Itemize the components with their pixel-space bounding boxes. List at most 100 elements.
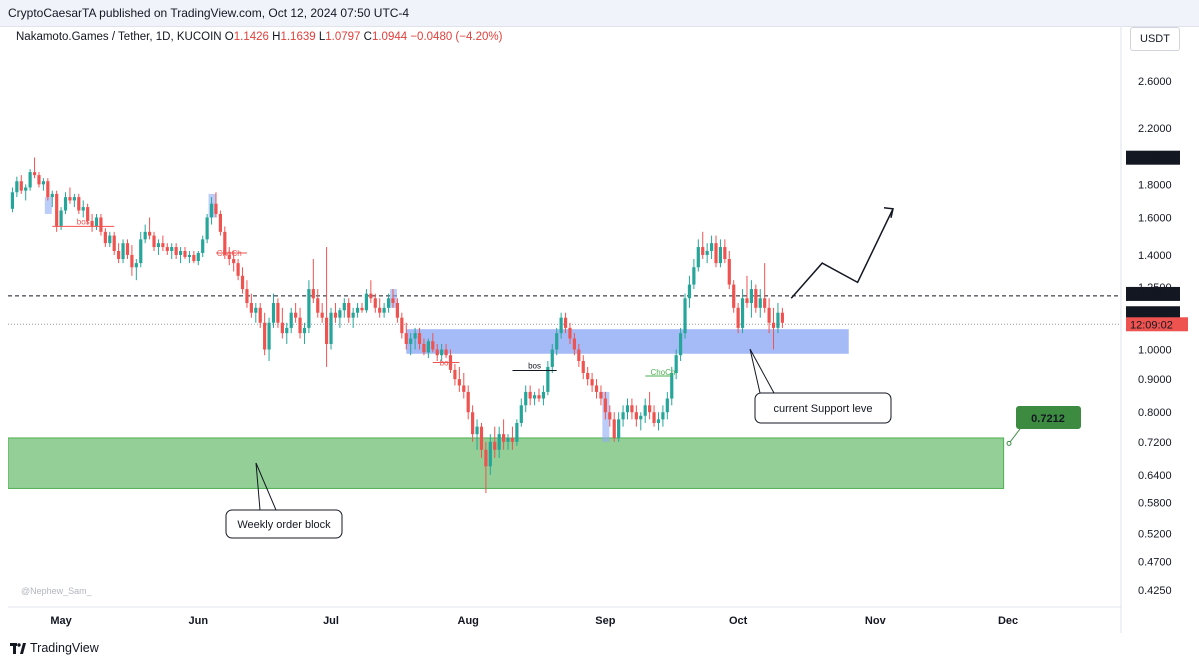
candle-body [143, 231, 147, 240]
candle-body [471, 412, 475, 435]
support-label: current Support leve [773, 403, 872, 415]
candle-body [192, 254, 196, 262]
price-badge [1126, 286, 1180, 301]
candle-body [510, 437, 515, 442]
candle-body [736, 307, 740, 328]
candle-body [586, 372, 590, 380]
price-tick-label: 1.4000 [1138, 250, 1172, 262]
candle-body [55, 193, 59, 227]
price-tick-label: 0.4700 [1138, 557, 1172, 569]
tradingview-brand[interactable]: TradingView [10, 641, 99, 655]
target-badge-label: 0.7212 [1031, 413, 1065, 425]
candle-body [320, 312, 324, 318]
price-badge [1126, 306, 1180, 321]
candle-body [643, 405, 647, 416]
candle-body [10, 192, 15, 209]
candle-body [232, 259, 236, 264]
tradingview-logo-icon [10, 642, 26, 654]
weekly-order-block-callout [225, 509, 343, 539]
candle-body [254, 307, 258, 313]
candle-body [214, 203, 218, 214]
candle-body [108, 235, 112, 244]
candle-body [656, 419, 661, 423]
candle-body [435, 349, 439, 356]
candle-body [19, 181, 23, 191]
candle-body [37, 175, 41, 185]
price-badge-label: 1.2101 [1130, 289, 1164, 301]
candle-body [683, 298, 687, 334]
candle-body [391, 298, 395, 304]
candle-body [170, 247, 174, 251]
candle-body [457, 379, 461, 386]
candle-body [422, 343, 426, 353]
candle-body [524, 391, 528, 406]
candle-body [338, 310, 342, 318]
price-tick-label: 1.8000 [1138, 179, 1172, 191]
price-badge-label: 1.1500 [1130, 308, 1164, 320]
candle-body [382, 307, 386, 313]
candle-body [528, 391, 532, 399]
candle-body [285, 327, 289, 334]
time-tick-label: Oct [729, 615, 748, 627]
candle-body [599, 391, 603, 399]
publisher-line: CryptoCaesarTA published on TradingView.… [8, 6, 410, 20]
candle-body [754, 289, 758, 308]
support-callout [754, 392, 892, 424]
candle-body [94, 217, 99, 227]
candle-body [506, 437, 510, 442]
candle-body [289, 312, 293, 328]
high-value: 1.1639 [280, 31, 316, 43]
candle-body [603, 398, 607, 413]
candle-body [670, 372, 674, 399]
candle-body [687, 284, 692, 299]
candle-body [440, 349, 444, 356]
candle-body [263, 322, 267, 350]
change-value: −0.0480 (−4.20%) [410, 31, 503, 43]
open-label: O [224, 31, 234, 43]
candle-body [502, 434, 506, 442]
arrow-head-icon [883, 207, 894, 218]
candle-body [594, 385, 599, 392]
badge-pointer [1008, 428, 1021, 444]
candle-body [763, 298, 767, 308]
candle-body [532, 395, 537, 399]
choch-label: ChoCh [217, 249, 242, 258]
symbol-legend: Nakamoto.Games / Tether, 1D, KUCOIN O 1.1… [16, 31, 502, 43]
candle-body [280, 322, 284, 334]
swing-highlight-marker [44, 197, 52, 214]
candle-body [537, 395, 541, 399]
currency-selector[interactable]: USDT [1130, 27, 1180, 51]
candle-body [196, 252, 200, 262]
candle-body [271, 303, 276, 323]
price-badge [1126, 317, 1188, 332]
candle-body [236, 263, 240, 276]
price-tick-label: 2.6000 [1138, 76, 1172, 88]
price-tick-label: 1.6000 [1138, 212, 1172, 224]
candle-body [81, 207, 85, 211]
candle-body [479, 426, 484, 450]
candle-body [723, 247, 727, 260]
candle-body [696, 247, 700, 268]
candle-body [276, 303, 280, 323]
candle-body [426, 341, 430, 353]
time-tick-label: Nov [865, 615, 887, 627]
time-tick-label: Sep [595, 615, 615, 627]
low-label: L [318, 31, 326, 43]
choch-label: ChoCh [650, 368, 675, 377]
price-tick-label: 0.9000 [1138, 374, 1172, 386]
candle-body [156, 243, 161, 248]
bos-label: bos [77, 217, 90, 226]
high-label: H [272, 31, 281, 43]
price-badge-label: 12:09:02 [1130, 319, 1173, 331]
candle-body [201, 239, 205, 253]
candle-body [316, 298, 320, 313]
chart-area[interactable]: bos bos bos ChoCh ChoCh Weekly order block cur… [8, 27, 1191, 633]
candle-body [72, 197, 76, 201]
candle-body [347, 303, 351, 318]
candle-body [218, 213, 222, 232]
symbol-title: Nakamoto.Games / Tether, 1D, KUCOIN [16, 31, 222, 43]
price-chart[interactable]: bos bos bos ChoCh ChoCh Weekly order block cur… [8, 27, 1191, 633]
candle-body [209, 203, 214, 218]
time-tick-label: Dec [998, 615, 1018, 627]
candle-body [302, 327, 307, 334]
